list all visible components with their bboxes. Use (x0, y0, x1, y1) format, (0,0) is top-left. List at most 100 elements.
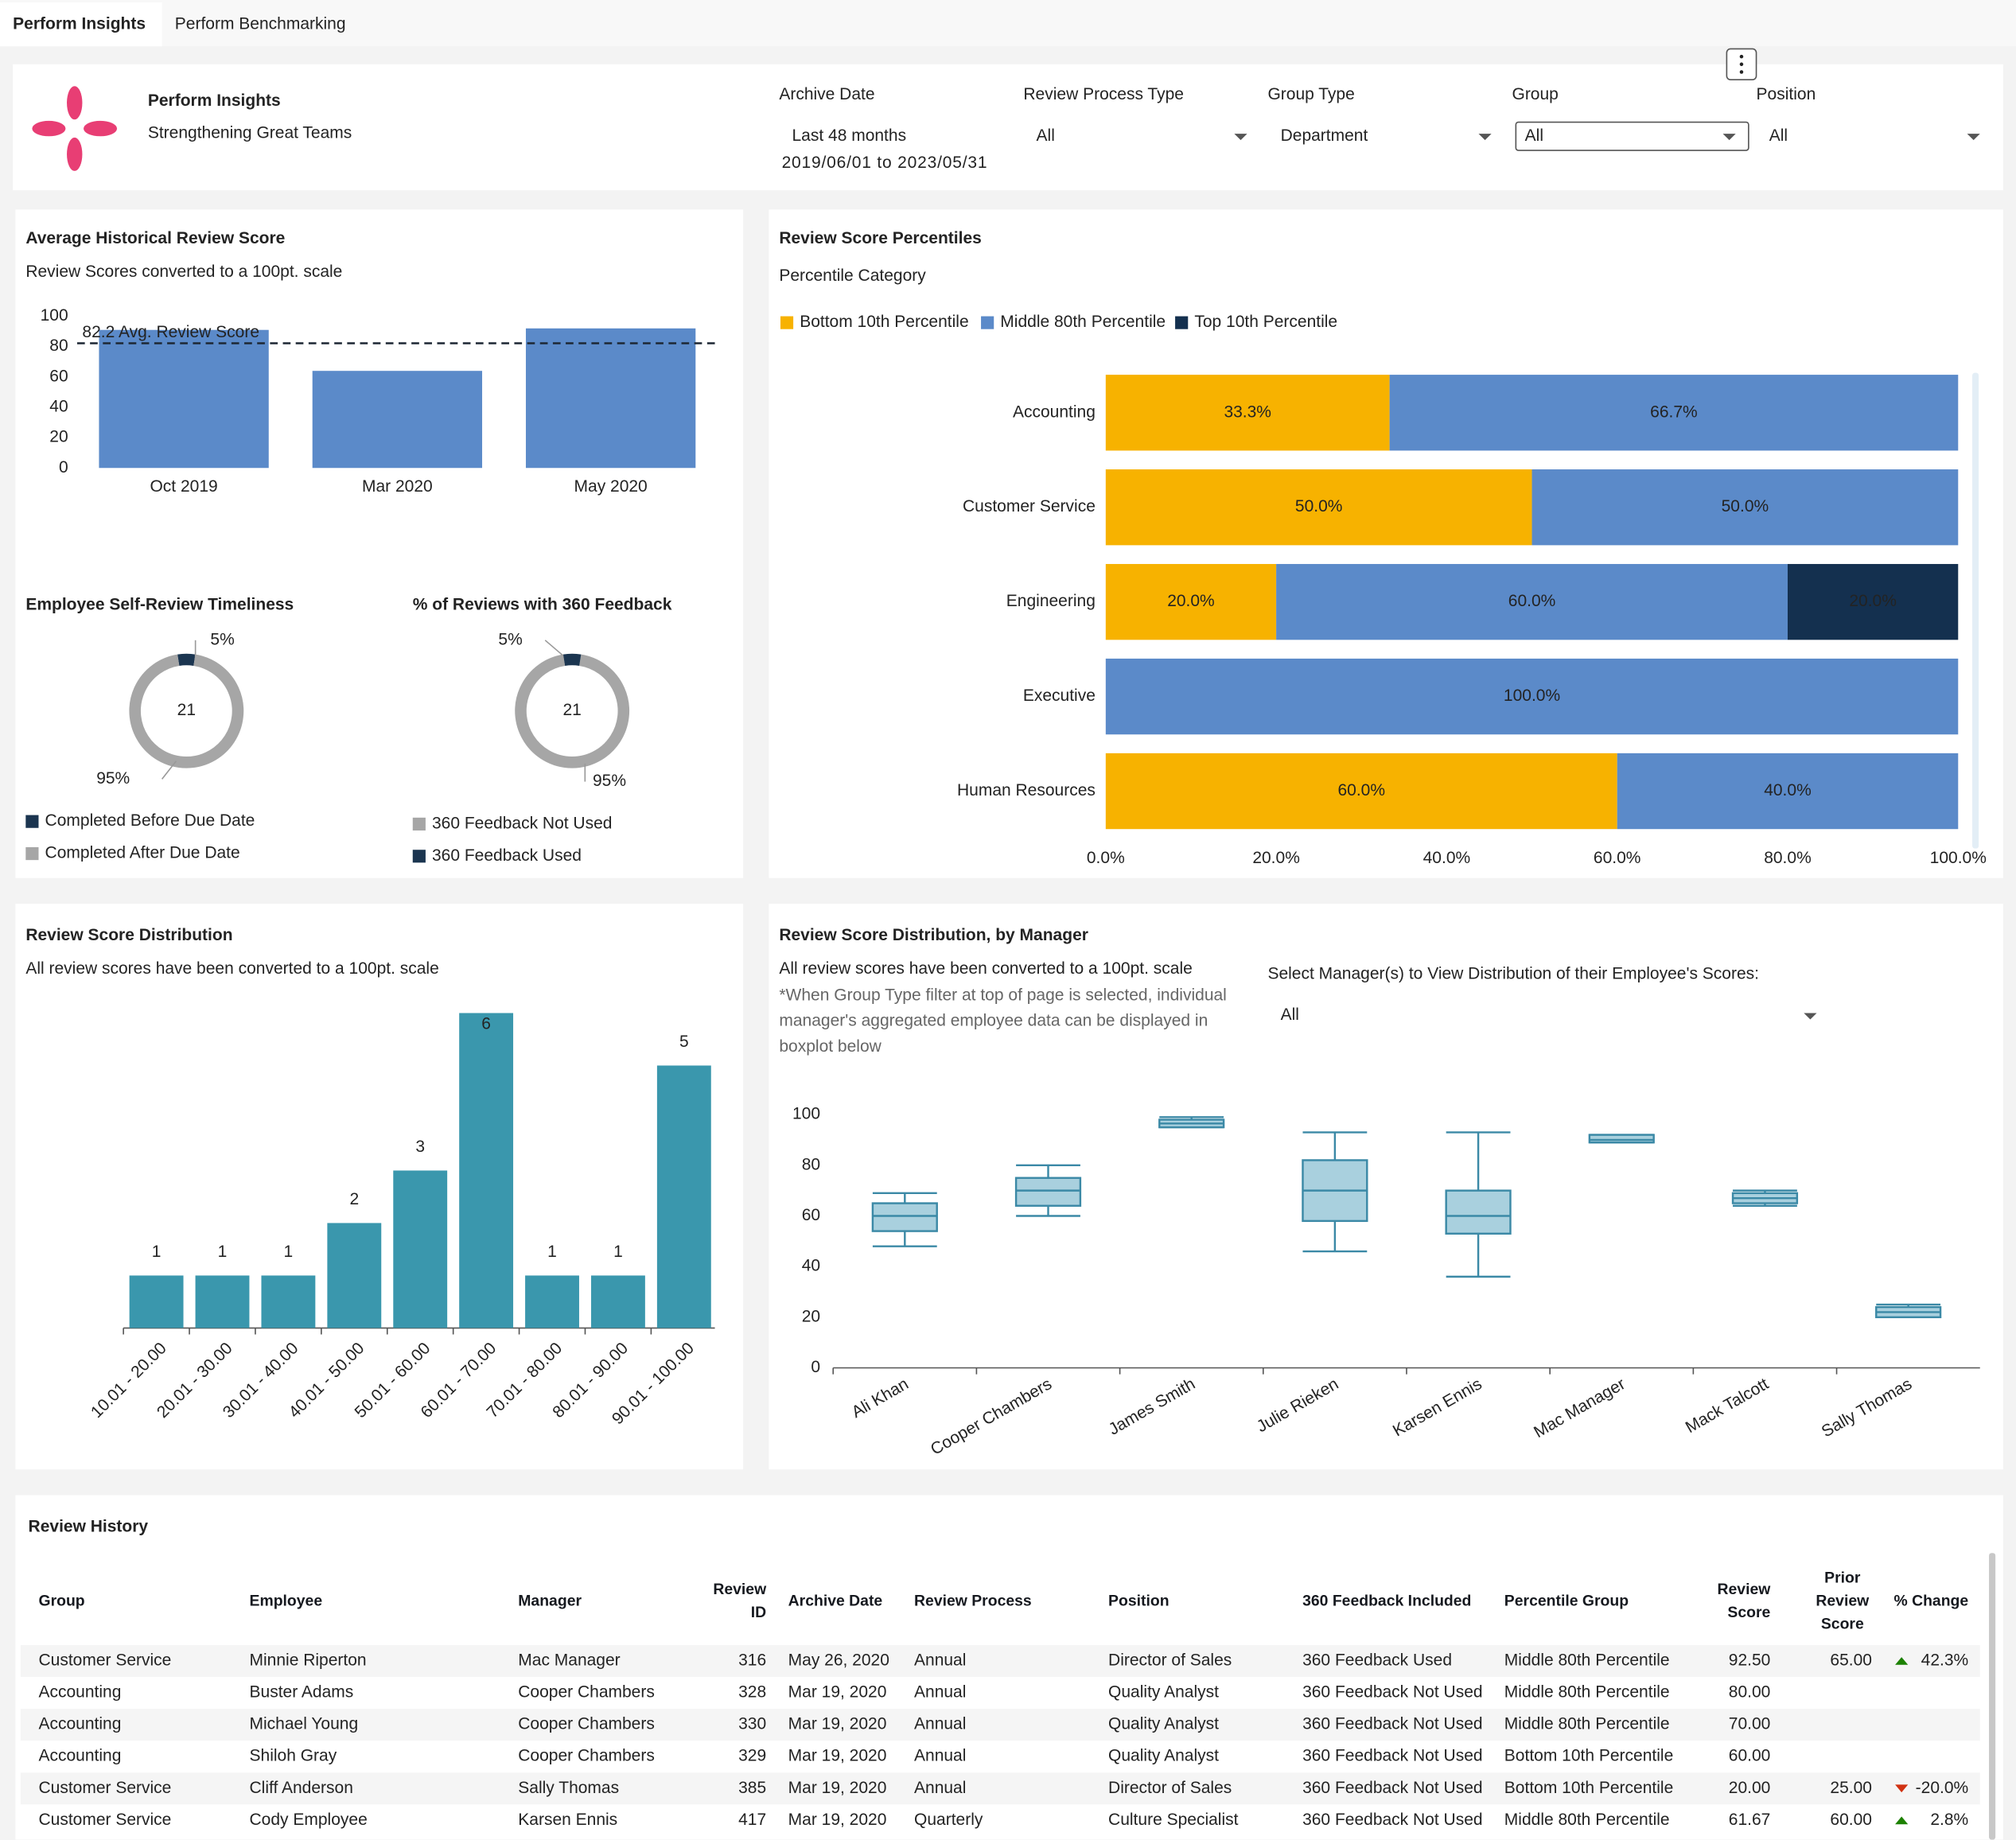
table-cell: Customer Service (38, 1811, 171, 1829)
filter-value[interactable]: All (1525, 126, 1543, 145)
bar (393, 1170, 448, 1328)
table-cell: Annual (914, 1651, 966, 1670)
legend-label: 360 Feedback Not Used (432, 814, 612, 832)
y-tick-label: 40 (49, 398, 68, 416)
table-cell: Mar 19, 2020 (788, 1715, 887, 1733)
dropdown-box[interactable] (1515, 121, 1749, 151)
logo-petal (32, 120, 66, 137)
x-tick-label: May 2020 (574, 477, 648, 496)
donut-slice (177, 653, 196, 667)
chart-title: Employee Self-Review Timeliness (25, 596, 294, 614)
table-cell: Bottom 10th Percentile (1504, 1747, 1673, 1765)
menu-dot (1739, 62, 1744, 67)
dropdown-caret (1722, 134, 1736, 141)
dropdown-caret (1234, 134, 1247, 141)
y-tick-label: 0 (811, 1358, 820, 1376)
change-indicator (1895, 1816, 1909, 1825)
filter-label: Group (1512, 85, 1558, 103)
y-tick-label: 100 (792, 1105, 820, 1123)
donut-slice (562, 653, 582, 667)
legend-swatch (25, 815, 39, 828)
bar (195, 1275, 250, 1328)
box (1445, 1189, 1512, 1235)
y-tick-label: 60 (802, 1206, 820, 1224)
scrollbar[interactable] (1989, 1553, 1996, 1840)
legend-label: Completed Before Due Date (45, 811, 255, 830)
table-cell: 60.00 (1729, 1747, 1771, 1765)
chart-subtitle: All review scores have been converted to… (779, 959, 1192, 978)
bar-segment (1787, 563, 1959, 640)
tab[interactable]: Perform Insights (13, 14, 146, 33)
row-stripe (20, 1772, 1980, 1805)
dropdown-caret (1967, 134, 1980, 141)
value-label: 50.0% (1722, 497, 1769, 515)
table-cell: Middle 80th Percentile (1504, 1651, 1670, 1670)
table-cell: Mar 19, 2020 (788, 1683, 887, 1702)
value-label: 1 (152, 1243, 162, 1261)
value-label: 2 (349, 1190, 359, 1208)
column-header: Employee (249, 1591, 323, 1610)
reference-label: 82.2 Avg. Review Score (82, 323, 259, 341)
table-cell: 92.50 (1729, 1651, 1771, 1670)
legend-label: Completed After Due Date (45, 844, 240, 862)
leader-line (544, 640, 564, 656)
logo-petal (84, 120, 118, 137)
bar (261, 1275, 316, 1328)
y-tick-label: Customer Service (963, 497, 1096, 515)
table-cell: Quality Analyst (1108, 1747, 1219, 1765)
table-cell: Customer Service (38, 1779, 171, 1797)
bar (459, 1013, 514, 1328)
tab[interactable]: Perform Benchmarking (175, 14, 346, 33)
table-cell: May 26, 2020 (788, 1651, 889, 1670)
scrollbar[interactable] (1972, 372, 1979, 849)
logo-petal (67, 86, 83, 120)
logo-petal (67, 137, 83, 171)
value-label: 3 (415, 1138, 425, 1156)
table-cell: Cody Employee (250, 1811, 368, 1829)
column-header: Prior Review Score (1816, 1568, 1870, 1633)
bar-segment (1389, 375, 1959, 451)
table-cell: Annual (914, 1683, 966, 1702)
box (1014, 1177, 1082, 1207)
table-cell: Cooper Chambers (518, 1747, 655, 1765)
column-header: Position (1108, 1591, 1170, 1610)
table-cell: Quarterly (914, 1811, 983, 1829)
y-tick-label: 80 (49, 336, 68, 355)
filter-value[interactable]: Department (1281, 126, 1368, 145)
x-tick-label: Mar 2020 (362, 477, 433, 496)
control-value[interactable]: All (1281, 1006, 1299, 1024)
bar-segment (1105, 563, 1277, 640)
column-header: Manager (518, 1591, 582, 1610)
value-label: 33.3% (1224, 403, 1271, 421)
filter-value[interactable]: Last 48 months (792, 126, 906, 145)
legend-swatch (412, 850, 426, 863)
table-cell: 385 (738, 1779, 766, 1797)
value-label: 5% (498, 630, 522, 648)
logo (32, 86, 118, 171)
table-cell: Shiloh Gray (250, 1747, 337, 1765)
filter-value[interactable]: All (1769, 126, 1788, 145)
table-cell: Accounting (38, 1715, 121, 1733)
table-cell: Quality Analyst (1108, 1715, 1219, 1733)
donut-slice (515, 654, 630, 768)
filter-label: Group Type (1267, 85, 1354, 103)
table-cell: 330 (738, 1715, 766, 1733)
filter-value[interactable]: All (1037, 126, 1055, 145)
bar (129, 1275, 184, 1328)
bar-segment (1105, 375, 1390, 451)
chart-title: Average Historical Review Score (25, 229, 285, 247)
active-tab[interactable] (0, 2, 162, 47)
bar-segment (1105, 658, 1959, 735)
table-title: Review History (29, 1517, 149, 1535)
table-cell: Middle 80th Percentile (1504, 1683, 1670, 1702)
donut-slice (129, 654, 244, 768)
filter-label: Archive Date (779, 85, 874, 103)
change-indicator (1895, 1784, 1909, 1793)
row-stripe (20, 1644, 1980, 1678)
bar (327, 1223, 382, 1328)
tab-bar (0, 0, 2016, 47)
table-cell: 80.00 (1729, 1683, 1771, 1702)
table-cell: Michael Young (250, 1715, 359, 1733)
chart-note: *When Group Type filter at top of page i… (779, 984, 1227, 1056)
chart-title: % of Reviews with 360 Feedback (413, 596, 672, 614)
